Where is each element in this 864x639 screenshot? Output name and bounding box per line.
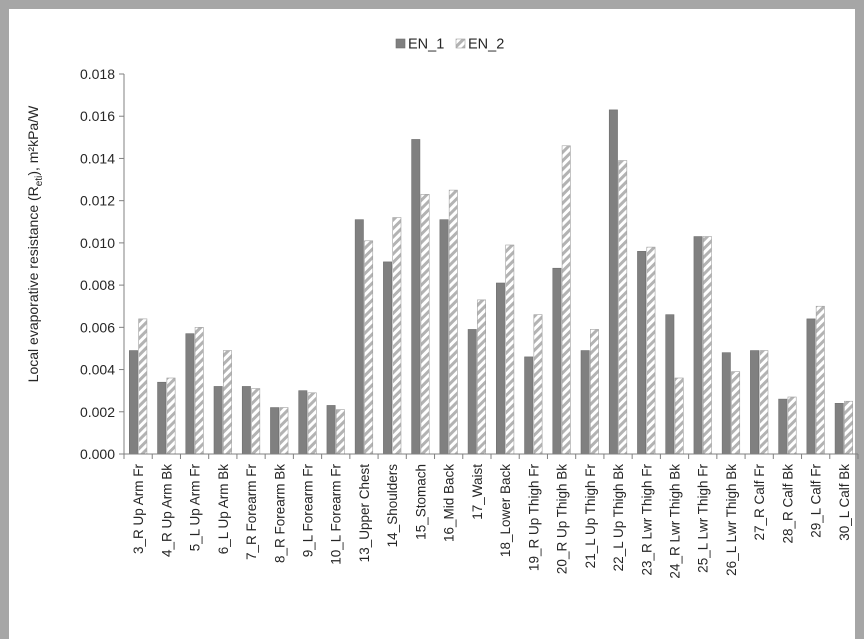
y-tick-label: 0.010 xyxy=(80,235,115,251)
legend-swatch-en-2 xyxy=(455,38,466,49)
bar-en-1 xyxy=(496,282,505,455)
x-tick-label: 28_R Calf Bk xyxy=(780,464,795,544)
bar-en-2 xyxy=(477,299,486,455)
legend-label-en-2: EN_2 xyxy=(468,37,504,53)
x-tick-label: 23_R Lwr Thigh Fr xyxy=(639,463,654,575)
x-tick-label: 22_L Up Thigh Bk xyxy=(611,464,626,572)
bar-en-1 xyxy=(524,356,534,455)
bar-en-2 xyxy=(251,388,261,455)
bar-en-2 xyxy=(279,407,289,455)
x-tick-label: 4_R Up Arm Bk xyxy=(159,464,174,557)
bar-en-1 xyxy=(270,407,280,455)
x-tick-label: 6_L Up Arm Bk xyxy=(216,464,231,555)
bar-en-2 xyxy=(166,377,176,455)
x-tick-label: 3_R Up Arm Fr xyxy=(131,464,146,555)
x-tick-label: 27_R Calf Fr xyxy=(752,464,767,541)
bar-en-2 xyxy=(194,327,204,455)
bar-en-2 xyxy=(618,160,628,455)
y-tick-label: 0.004 xyxy=(80,362,115,378)
x-tick-label: 14_Shoulders xyxy=(385,464,400,548)
x-tick-label: 30_L Calf Bk xyxy=(837,464,852,541)
bar-en-1 xyxy=(354,219,364,455)
bar-en-1 xyxy=(721,352,731,455)
bar-en-1 xyxy=(411,139,421,455)
y-tick-label: 0.018 xyxy=(80,66,115,82)
x-tick-label: 29_L Calf Fr xyxy=(809,464,824,538)
bar-en-1 xyxy=(129,350,138,455)
x-tick-label: 5_L Up Arm Fr xyxy=(188,464,203,552)
bar-en-2 xyxy=(307,392,317,455)
x-tick-label: 25_L Lwr Thigh Fr xyxy=(696,464,711,573)
x-tick-label: 21_L Up Thigh Fr xyxy=(583,463,598,568)
x-tick-label: 19_R Up Thigh Fr xyxy=(526,464,541,572)
bar-en-1 xyxy=(157,381,167,455)
bar-en-1 xyxy=(326,405,336,455)
bar-en-2 xyxy=(364,240,374,455)
y-tick-label: 0.000 xyxy=(80,446,115,462)
x-axis-labels: 3_R Up Arm Fr 4_R Up Arm Bk 5_L Up Arm Fr 6… xyxy=(131,463,852,578)
y-tick-label: 0.012 xyxy=(80,193,115,209)
bar-en-1 xyxy=(213,386,223,455)
y-axis-title: Local evaporative resistance (Reti), m²k… xyxy=(25,105,45,382)
bar-en-2 xyxy=(590,329,599,455)
x-tick-label: 10_L Forearm Fr xyxy=(329,464,344,565)
y-tick-label: 0.002 xyxy=(80,404,115,420)
x-tick-label: 16_Mid Back xyxy=(442,464,457,542)
bar-en-1 xyxy=(778,398,788,455)
x-tick-label: 20_R Up Thigh Bk xyxy=(555,464,570,574)
bars xyxy=(129,109,853,455)
bar-en-2 xyxy=(731,371,741,455)
bar-en-1 xyxy=(834,403,844,455)
bar-en-2 xyxy=(223,350,232,455)
bar-en-2 xyxy=(448,189,458,455)
axes xyxy=(123,74,859,459)
x-tick-label: 18_Lower Back xyxy=(498,464,513,557)
bar-en-2 xyxy=(138,318,148,455)
y-axis-ticks: 0.000 0.002 0.004 0.006 0.008 0.010 0.012 0.014… xyxy=(80,66,124,462)
y-tick-label: 0.016 xyxy=(80,108,115,124)
x-tick-label: 17_Waist xyxy=(470,464,485,520)
x-tick-label: 7_R Forearm Fr xyxy=(244,464,259,561)
bar-en-1 xyxy=(665,314,675,455)
bar-en-1 xyxy=(806,318,816,455)
x-tick-label: 24_R Lwr Thigh Bk xyxy=(668,464,683,579)
bar-en-2 xyxy=(702,236,712,455)
legend-swatch-en-1 xyxy=(395,38,406,49)
bar-en-2 xyxy=(759,350,769,455)
bar-en-2 xyxy=(646,246,656,455)
bar-en-2 xyxy=(420,194,430,455)
bar-en-2 xyxy=(392,217,402,455)
x-tick-label: 26_L Lwr Thigh Bk xyxy=(724,464,739,576)
bar-en-2 xyxy=(674,377,684,455)
bar-en-1 xyxy=(383,261,392,455)
bar-en-1 xyxy=(241,386,251,455)
bar-en-1 xyxy=(608,109,618,455)
legend-label-en-1: EN_1 xyxy=(408,37,444,53)
bar-en-1 xyxy=(750,350,759,455)
legend: EN_1 EN_2 xyxy=(395,37,504,53)
x-tick-label: 9_L Forearm Fr xyxy=(301,464,316,558)
y-tick-label: 0.008 xyxy=(80,277,115,293)
bar-en-1 xyxy=(185,333,195,455)
bar-en-2 xyxy=(815,305,825,455)
y-tick-label: 0.006 xyxy=(80,319,115,335)
bar-en-2 xyxy=(505,244,515,455)
bar-en-1 xyxy=(467,329,477,455)
bar-en-2 xyxy=(533,314,543,455)
y-tick-label: 0.014 xyxy=(80,150,115,166)
bar-en-1 xyxy=(552,267,562,455)
bar-en-1 xyxy=(298,390,308,455)
x-tick-label: 8_R Forearm Bk xyxy=(272,464,287,563)
x-tick-label: 13_Upper Chest xyxy=(357,464,372,563)
bar-en-1 xyxy=(693,236,703,455)
bar-en-1 xyxy=(439,219,449,455)
bar-en-1 xyxy=(580,350,590,455)
x-tick-label: 15_Stomach xyxy=(413,464,428,540)
bar-en-2 xyxy=(787,396,797,455)
bar-en-2 xyxy=(844,400,853,455)
bar-en-2 xyxy=(561,145,571,455)
bar-en-1 xyxy=(637,251,647,455)
bar-en-2 xyxy=(335,409,345,455)
